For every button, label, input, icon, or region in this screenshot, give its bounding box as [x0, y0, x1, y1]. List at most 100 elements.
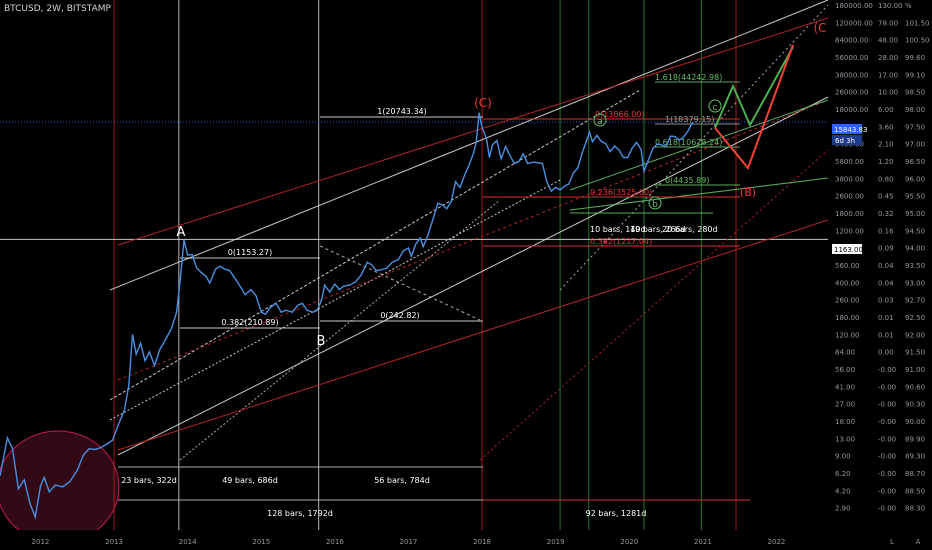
pct-tick-16: 93.00: [905, 279, 925, 287]
x-tick-label-10: 2022: [768, 538, 786, 546]
price-tick-11: 2600.00: [835, 193, 864, 201]
price-tick-1: 120000.00: [835, 19, 873, 27]
pct-tick-0: %: [905, 2, 912, 10]
x-axis-band: [0, 530, 932, 550]
price-tick-4: 38000.00: [835, 71, 868, 79]
range-label-1: 49 bars, 686d: [222, 476, 278, 485]
price-tick-20: 84.00: [835, 349, 855, 357]
symbol-header[interactable]: BTCUSD, 2W, BITSTAMP: [4, 4, 111, 14]
pct-change-tick-24: -0.00: [878, 418, 896, 426]
green-channel-upper: [569, 99, 829, 191]
price-tick-25: 13.00: [835, 435, 855, 443]
log-scale-button[interactable]: L: [890, 538, 894, 546]
pct-tick-12: 95.00: [905, 210, 925, 218]
pct-change-tick-5: 10.00: [878, 89, 898, 97]
pct-change-tick-29: -0.00: [878, 505, 896, 513]
x-tick-label-8: 2020: [620, 538, 638, 546]
pct-tick-8: 97.00: [905, 141, 925, 149]
pct-tick-5: 98.50: [905, 89, 925, 97]
pct-change-tick-26: -0.00: [878, 453, 896, 461]
wave-label-C: (C): [474, 96, 492, 110]
pct-change-tick-9: 1.20: [878, 158, 894, 166]
pct-tick-11: 95.50: [905, 193, 925, 201]
range-label-2: 56 bars, 784d: [374, 476, 430, 485]
x-tick-label-7: 2019: [547, 538, 565, 546]
price-scale-panel: [830, 0, 932, 530]
wave-circle-a: [593, 113, 607, 127]
x-tick-label-4: 2016: [326, 538, 344, 546]
price-tick-2: 84000.00: [835, 37, 868, 45]
pct-tick-21: 91.00: [905, 366, 925, 374]
pct-tick-7: 97.50: [905, 123, 925, 131]
auto-scale-button[interactable]: A: [915, 538, 921, 546]
pct-change-tick-18: 0.01: [878, 314, 894, 322]
pct-change-tick-16: 0.04: [878, 279, 894, 287]
channel-lower-line: [117, 96, 829, 456]
pct-tick-1: 101.50: [905, 19, 930, 27]
pct-change-tick-17: 0.03: [878, 297, 894, 305]
pct-tick-17: 92.70: [905, 297, 925, 305]
pct-tick-22: 90.60: [905, 383, 925, 391]
pct-change-tick-11: 0.45: [878, 193, 894, 201]
range-label-4: 92 bars, 1281d: [586, 509, 647, 518]
pct-change-tick-3: 28.00: [878, 54, 898, 62]
fib-right-label-0: 1.618(44242.98): [655, 73, 722, 82]
price-tick-29: 2.90: [835, 505, 851, 513]
pct-change-tick-13: 0.16: [878, 227, 894, 235]
pct-change-tick-2: 48.00: [878, 37, 898, 45]
bear-wave-path: [714, 44, 794, 170]
pct-change-tick-19: 0.01: [878, 331, 894, 339]
fib-left-label-1: 0(1153.27): [228, 248, 272, 257]
wave-label-B2: (B): [740, 186, 756, 199]
fib-right-label-1: 0(13866.00): [595, 110, 645, 119]
pct-change-tick-28: -0.00: [878, 487, 896, 495]
pct-tick-15: 93.50: [905, 262, 925, 270]
price-tick-19: 120.00: [835, 331, 860, 339]
wave-label-c: c: [713, 103, 718, 113]
wave-circle-b: [648, 196, 662, 210]
pct-change-tick-14: 0.09: [878, 245, 894, 253]
wave-label-b: b: [652, 200, 658, 210]
x-tick-label-9: 2021: [694, 538, 712, 546]
price-tick-12: 1800.00: [835, 210, 864, 218]
x-tick-label-0: 2012: [32, 538, 50, 546]
price-tick-0: 180000.00: [835, 2, 873, 10]
red-channel-lower: [117, 219, 829, 451]
countdown-text: 6d 3h: [835, 137, 855, 145]
pct-change-tick-21: -0.00: [878, 366, 896, 374]
wave-label-B: B: [317, 334, 326, 349]
channel-mid-line-2: [109, 179, 561, 421]
pct-tick-13: 94.50: [905, 227, 925, 235]
range-label-0: 23 bars, 322d: [121, 476, 177, 485]
range-label-7: 20 bars, 280d: [662, 225, 718, 234]
fib-right-label-2: 1(18379.15): [665, 115, 715, 124]
price-tick-18: 180.00: [835, 314, 860, 322]
red-channel-upper: [117, 17, 829, 246]
x-tick-label-2: 2014: [179, 538, 197, 546]
wave-label-C2: (C: [813, 21, 826, 35]
price-tick-5: 26000.00: [835, 89, 868, 97]
range-label-5: 10 bars, 140d: [590, 225, 646, 234]
pct-tick-14: 94.00: [905, 245, 925, 253]
x-tick-label-6: 2018: [473, 538, 491, 546]
price-tick-17: 260.00: [835, 297, 860, 305]
price-tick-28: 4.20: [835, 487, 851, 495]
pct-change-tick-23: -0.00: [878, 401, 896, 409]
bull-wave-path: [714, 46, 794, 129]
x-tick-label-1: 2013: [105, 538, 123, 546]
price-tick-23: 27.00: [835, 401, 855, 409]
pct-tick-26: 89.30: [905, 453, 925, 461]
fib-left-label-0: 1(20743.34): [377, 107, 427, 116]
wave-label-a: a: [597, 117, 603, 127]
price-tick-6: 18000.00: [835, 106, 868, 114]
pct-tick-10: 96.00: [905, 175, 925, 183]
pct-change-tick-27: -0.00: [878, 470, 896, 478]
channel-upper-line: [109, 0, 829, 291]
price-tick-10: 3800.00: [835, 175, 864, 183]
pct-change-tick-20: 0.00: [878, 349, 894, 357]
dotted-line-a: [179, 199, 501, 461]
price-tick-15: 560.00: [835, 262, 860, 270]
price-tick-13: 1200.00: [835, 227, 864, 235]
